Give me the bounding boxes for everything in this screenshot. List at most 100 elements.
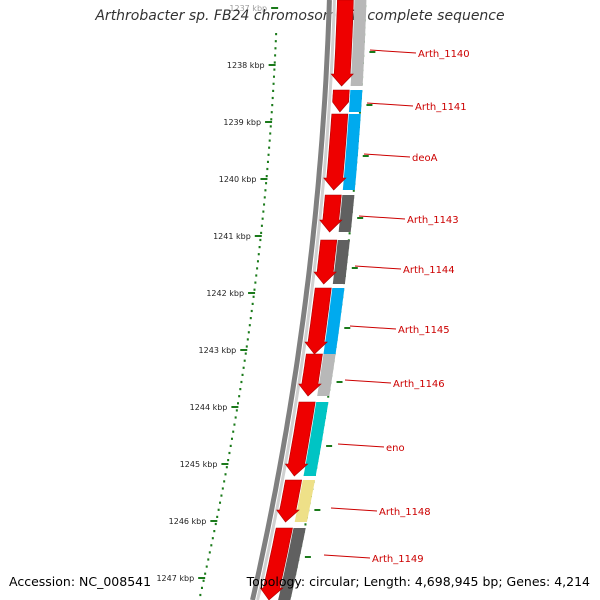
- cds-arrow: [284, 401, 316, 477]
- ruler-dot: [254, 281, 257, 284]
- ruler-dot: [274, 47, 277, 50]
- backbone-highlight: [256, 0, 336, 600]
- ruler-dot: [233, 423, 236, 426]
- ruler-dot: [211, 537, 214, 540]
- cog-track: [278, 0, 367, 600]
- ruler-dot: [238, 395, 241, 398]
- ruler-dot: [243, 359, 246, 362]
- ruler-dot: [224, 473, 227, 476]
- ruler-dot: [220, 494, 223, 497]
- ruler-dot: [265, 175, 268, 178]
- kbp-label: 1237 kbp: [229, 4, 267, 13]
- ruler-dot: [240, 380, 243, 384]
- ruler-dot: [210, 544, 213, 547]
- ruler-dot: [202, 579, 205, 582]
- accession-label: Accession: NC_008541: [9, 574, 152, 589]
- ruler-dot: [263, 196, 266, 199]
- map-title: Arthrobacter sp. FB24 chromosome 1, comp…: [95, 8, 505, 24]
- ruler-dot: [250, 309, 253, 313]
- ruler-dot: [247, 331, 250, 334]
- leader-line: [337, 443, 385, 448]
- kbp-label: 1241 kbp: [213, 232, 251, 241]
- ruler-dot: [255, 274, 258, 277]
- ruler-dot: [267, 153, 270, 156]
- kbp-label: 1247 kbp: [156, 574, 194, 583]
- outer-ruler-dot: [304, 523, 307, 526]
- outer-ruler-dot: [348, 232, 351, 235]
- cds-arrow: [313, 239, 338, 285]
- cog-box: [342, 114, 361, 190]
- gene-label: Arth_1149: [372, 554, 424, 565]
- ruler-dot: [227, 459, 230, 462]
- cog-box: [323, 288, 345, 354]
- cog-box: [303, 402, 329, 476]
- gene-labels: Arth_1140 Arth_1141 deoA Arth_1143 Arth_1144…: [304, 49, 470, 565]
- ruler-dot: [272, 89, 275, 92]
- kbp-label: 1238 kbp: [227, 61, 265, 70]
- outer-ruler-dot: [358, 111, 361, 114]
- ruler-dot: [229, 444, 232, 447]
- leader-line: [344, 379, 392, 384]
- ruler-dot: [228, 451, 231, 455]
- ruler-dot: [205, 565, 208, 568]
- ruler-dot: [257, 253, 260, 256]
- kbp-ruler: 1237 kbp 1238 kbp 1239 kbp 1240 kbp 1241 kbp…: [156, 4, 367, 597]
- leader-line: [358, 215, 406, 220]
- cds-arrow: [319, 194, 343, 233]
- cds-arrow: [332, 89, 350, 113]
- gene-label: Arth_1145: [398, 325, 450, 336]
- ruler-dot: [273, 61, 276, 64]
- ruler-dot: [260, 224, 263, 227]
- kbp-label: 1245 kbp: [180, 460, 218, 469]
- ruler-dot: [271, 96, 274, 100]
- ruler-dot: [270, 111, 273, 114]
- cds-arrow: [259, 527, 293, 600]
- ruler-dot: [274, 54, 277, 57]
- ruler-dot: [251, 302, 254, 305]
- cog-box: [350, 0, 367, 86]
- ruler-dot: [266, 160, 269, 163]
- gene-label: Arth_1143: [407, 215, 459, 226]
- gene-label: deoA: [412, 153, 438, 164]
- cog-box: [332, 240, 350, 284]
- ruler-dot: [270, 118, 273, 121]
- ruler-dot: [264, 189, 267, 192]
- ruler-dot: [246, 338, 249, 341]
- kbp-label: 1244 kbp: [190, 403, 228, 412]
- ruler-dot: [213, 530, 216, 533]
- ruler-dot: [262, 210, 265, 213]
- backbone-ring: [250, 0, 336, 600]
- gene-label: Arth_1148: [379, 507, 431, 518]
- gene-label: Arth_1146: [393, 379, 445, 390]
- ruler-dot: [273, 68, 276, 71]
- ruler-dot: [266, 167, 269, 171]
- ruler-dot: [232, 430, 235, 433]
- ruler-dot: [260, 231, 263, 234]
- ruler-dot: [275, 33, 278, 36]
- ruler-dot: [216, 515, 219, 518]
- leader-line: [323, 554, 371, 559]
- gene-label: eno: [386, 443, 405, 454]
- backbone-line: [250, 0, 332, 600]
- ruler-dot: [274, 40, 277, 43]
- leader-line: [366, 102, 414, 107]
- ruler-dot: [199, 593, 202, 597]
- ruler-dot: [256, 267, 259, 270]
- kbp-label: 1239 kbp: [223, 118, 261, 127]
- ruler-dot: [217, 508, 220, 511]
- leader-line: [369, 49, 417, 54]
- kbp-label: 1240 kbp: [219, 175, 257, 184]
- ruler-dot: [241, 373, 244, 376]
- ruler-dot: [214, 522, 217, 526]
- cog-box: [317, 354, 336, 396]
- ruler-dot: [268, 139, 271, 142]
- topology-label: Topology: circular; Length: 4,698,945 bp…: [246, 574, 590, 589]
- cds-arrow: [323, 113, 349, 191]
- leader-line: [354, 265, 402, 270]
- kbp-label: 1246 kbp: [169, 517, 207, 526]
- ruler-dot: [265, 182, 268, 185]
- gene-label: Arth_1144: [403, 265, 455, 276]
- ruler-dot: [261, 217, 264, 220]
- cog-box: [278, 528, 306, 600]
- ruler-dot: [207, 558, 210, 561]
